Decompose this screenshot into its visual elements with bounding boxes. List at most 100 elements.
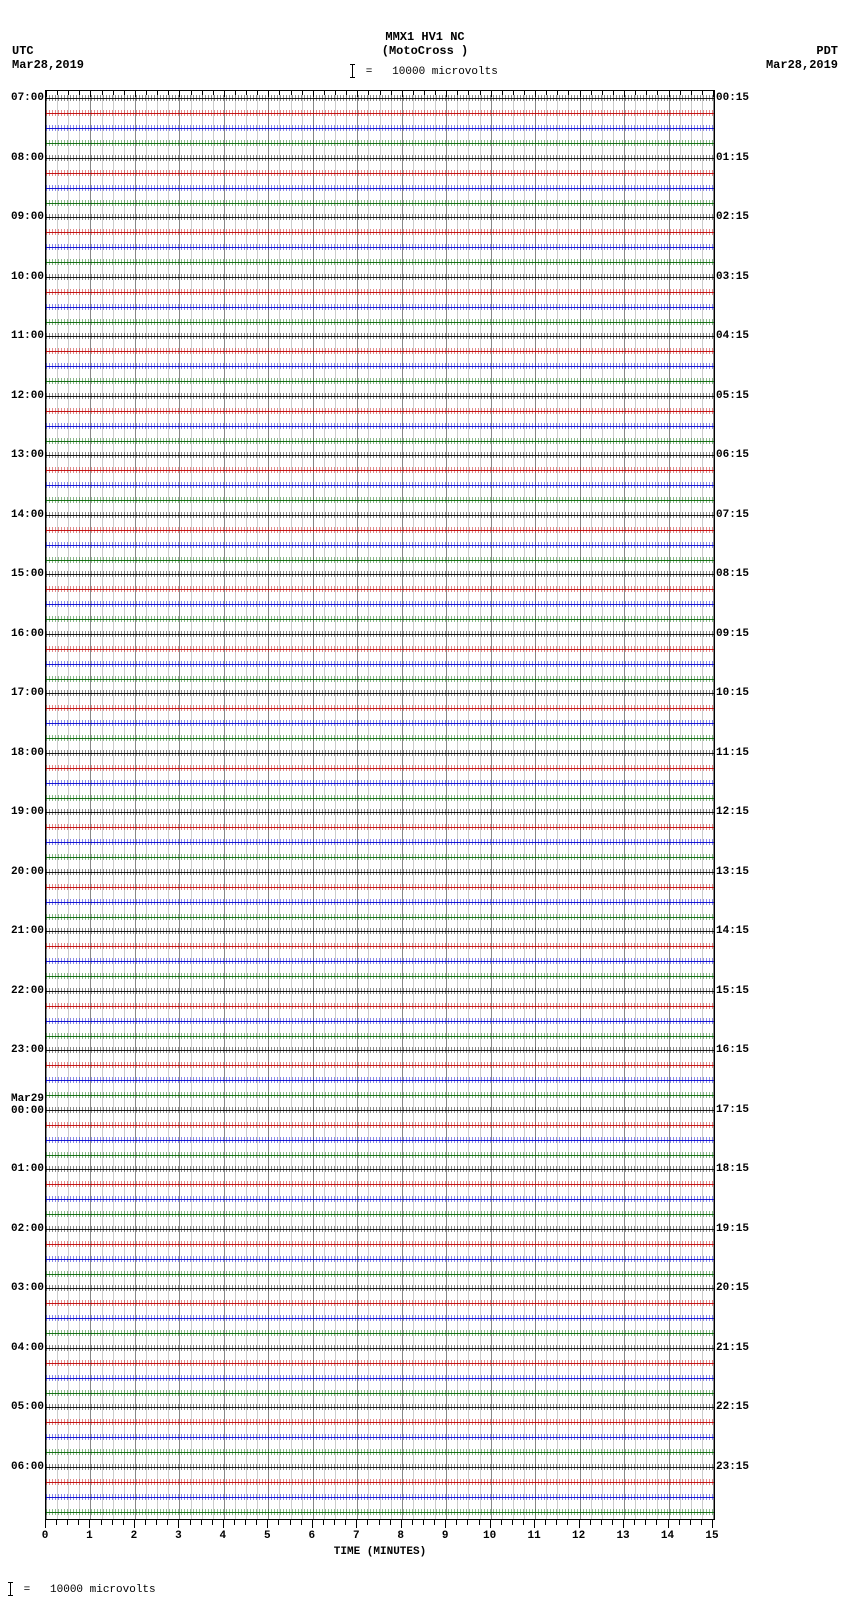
- x-tick-label: 9: [442, 1530, 449, 1542]
- seismic-trace: [46, 127, 714, 129]
- seismic-trace: [46, 618, 714, 620]
- seismic-trace: [46, 231, 714, 233]
- seismic-trace: [46, 1183, 714, 1185]
- local-time-label: 09:15: [714, 628, 749, 640]
- x-tick-label: 0: [42, 1530, 49, 1542]
- x-minor-tick-top: [568, 91, 569, 95]
- seismic-trace: [46, 1035, 714, 1037]
- utc-time-label: 08:00: [11, 152, 46, 164]
- x-tick-top: [268, 91, 269, 97]
- seismic-trace: [46, 1392, 714, 1394]
- x-minor-tick-top: [702, 91, 703, 95]
- x-tick-label: 1: [86, 1530, 93, 1542]
- seismic-trace: [46, 1302, 714, 1304]
- x-tick-label: 14: [661, 1530, 674, 1542]
- x-minor-tick-top: [380, 91, 381, 95]
- x-minor-tick-top: [480, 91, 481, 95]
- seismic-trace: [46, 930, 714, 932]
- seismogram-page: MMX1 HV1 NC (MotoCross ) = 10000 microvo…: [0, 0, 850, 1613]
- x-tick: [579, 1520, 580, 1528]
- x-tick: [490, 1520, 491, 1528]
- x-minor-tick-top: [291, 91, 292, 95]
- x-minor-tick-top: [546, 91, 547, 95]
- utc-time-label: 20:00: [11, 866, 46, 878]
- local-time-label: 14:15: [714, 925, 749, 937]
- seismic-trace: [46, 901, 714, 903]
- x-tick: [45, 1520, 46, 1528]
- seismic-trace: [46, 692, 714, 694]
- seismic-trace: [46, 1094, 714, 1096]
- x-minor-tick: [523, 1520, 524, 1525]
- x-tick: [534, 1520, 535, 1528]
- x-minor-tick: [167, 1520, 168, 1525]
- x-tick: [356, 1520, 357, 1528]
- x-minor-tick-top: [368, 91, 369, 95]
- x-minor-tick: [323, 1520, 324, 1525]
- x-minor-tick-top: [302, 91, 303, 95]
- x-tick: [89, 1520, 90, 1528]
- seismic-trace: [46, 1481, 714, 1483]
- seismic-trace: [46, 782, 714, 784]
- local-time-label: 21:15: [714, 1342, 749, 1354]
- local-time-label: 01:15: [714, 152, 749, 164]
- local-time-label: 02:15: [714, 211, 749, 223]
- utc-time-label: 10:00: [11, 271, 46, 283]
- right-date: Mar28,2019: [766, 58, 838, 72]
- x-minor-tick: [145, 1520, 146, 1525]
- x-minor-tick-top: [524, 91, 525, 95]
- x-tick-top: [224, 91, 225, 97]
- utc-time-label: 01:00: [11, 1163, 46, 1175]
- x-tick-top: [446, 91, 447, 97]
- x-minor-tick-top: [335, 91, 336, 95]
- x-minor-tick-top: [613, 91, 614, 95]
- seismic-trace: [46, 395, 714, 397]
- seismic-trace: [46, 797, 714, 799]
- header-left: UTC Mar28,2019: [12, 44, 84, 73]
- x-minor-tick: [56, 1520, 57, 1525]
- seismic-trace: [46, 380, 714, 382]
- x-tick-label: 3: [175, 1530, 182, 1542]
- x-tick: [623, 1520, 624, 1528]
- seismic-trace: [46, 841, 714, 843]
- x-tick: [712, 1520, 713, 1528]
- utc-time-label: 13:00: [11, 449, 46, 461]
- local-time-label: 20:15: [714, 1282, 749, 1294]
- seismic-trace: [46, 202, 714, 204]
- utc-time-label: 02:00: [11, 1223, 46, 1235]
- x-minor-tick-top: [691, 91, 692, 95]
- seismic-trace: [46, 856, 714, 858]
- x-minor-tick-top: [124, 91, 125, 95]
- utc-time-label: 21:00: [11, 925, 46, 937]
- local-time-label: 19:15: [714, 1223, 749, 1235]
- x-minor-tick: [679, 1520, 680, 1525]
- x-minor-tick: [112, 1520, 113, 1525]
- x-tick-top: [624, 91, 625, 97]
- seismic-trace: [46, 112, 714, 114]
- scale-legend: = 10000 microvolts: [0, 64, 850, 78]
- seismic-trace: [46, 588, 714, 590]
- seismic-trace: [46, 1228, 714, 1230]
- seismic-trace: [46, 1005, 714, 1007]
- utc-time-label: Mar2900:00: [11, 1094, 46, 1117]
- seismic-trace: [46, 990, 714, 992]
- title-block: MMX1 HV1 NC (MotoCross ): [0, 30, 850, 59]
- seismic-trace: [46, 187, 714, 189]
- footer-scale-bar-icon: [10, 1582, 11, 1596]
- seismic-trace: [46, 1243, 714, 1245]
- x-tick: [445, 1520, 446, 1528]
- seismic-trace: [46, 1124, 714, 1126]
- x-minor-tick-top: [424, 91, 425, 95]
- seismic-trace: [46, 365, 714, 367]
- seismic-trace: [46, 1258, 714, 1260]
- seismic-trace: [46, 1347, 714, 1349]
- x-axis: TIME (MINUTES) 0123456789101112131415: [45, 1520, 715, 1590]
- x-tick-label: 7: [353, 1530, 360, 1542]
- x-tick-top: [46, 91, 47, 97]
- local-time-label: 07:15: [714, 509, 749, 521]
- scale-bar-icon: [352, 64, 353, 78]
- seismic-trace: [46, 172, 714, 174]
- seismic-trace: [46, 157, 714, 159]
- x-minor-tick: [601, 1520, 602, 1525]
- x-tick: [178, 1520, 179, 1528]
- x-tick: [401, 1520, 402, 1528]
